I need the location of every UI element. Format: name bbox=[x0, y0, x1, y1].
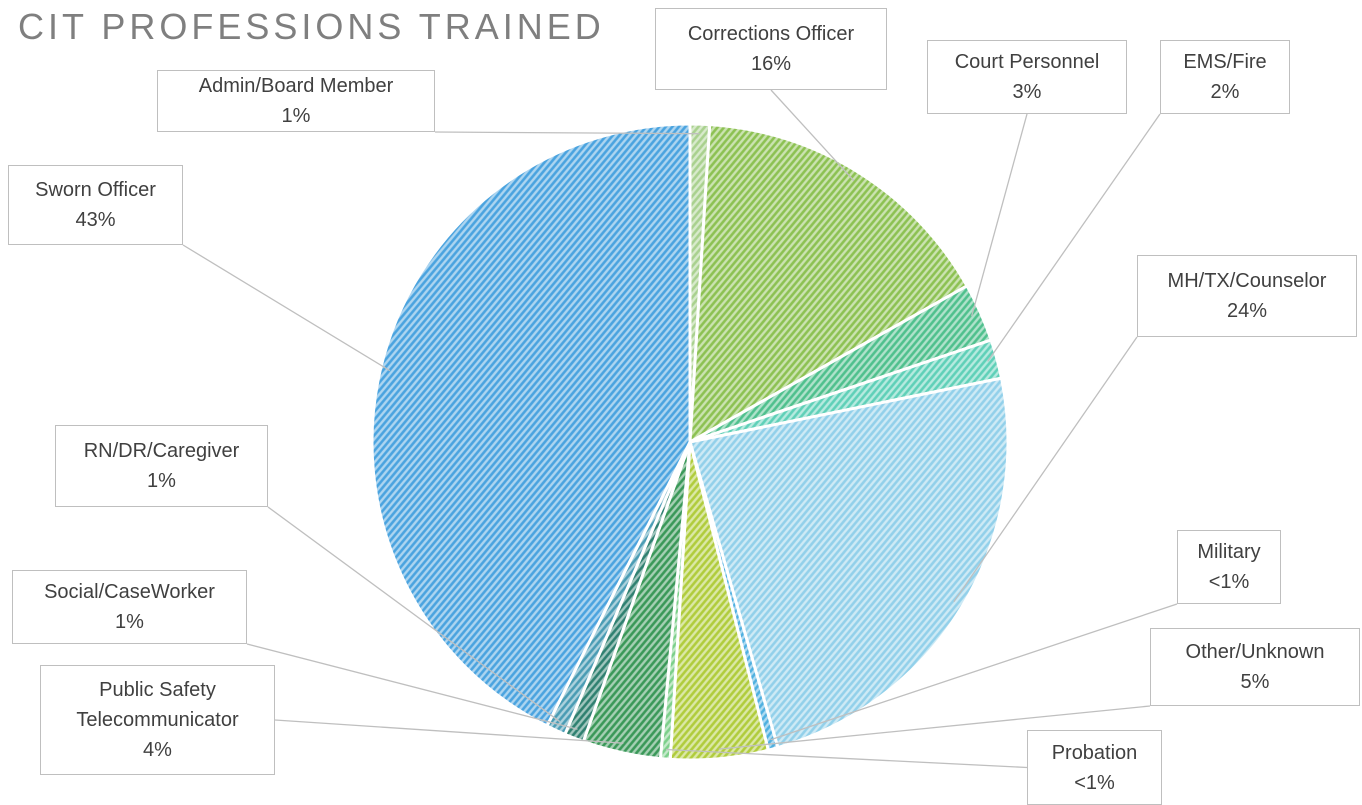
data-label: Military <1% bbox=[1177, 530, 1281, 604]
label-name: Military bbox=[1197, 541, 1261, 563]
label-value: 1% bbox=[281, 105, 311, 127]
leader-line bbox=[434, 131, 700, 135]
data-label: Social/CaseWorker 1% bbox=[12, 570, 247, 644]
label-name: Admin/Board Member bbox=[198, 75, 394, 97]
data-label: Public Safety Telecommunicator 4% bbox=[40, 665, 275, 775]
leader-line bbox=[267, 506, 561, 723]
label-name: Court Personnel bbox=[954, 51, 1100, 73]
data-label: Admin/Board Member 1% bbox=[157, 70, 435, 132]
label-value: <1% bbox=[1074, 771, 1115, 794]
label-value: 3% bbox=[1012, 81, 1042, 103]
data-label: Sworn Officer 43% bbox=[8, 165, 183, 245]
label-name: Probation bbox=[1051, 741, 1138, 764]
data-label: RN/DR/Caregiver 1% bbox=[55, 425, 268, 507]
label-value: 1% bbox=[147, 470, 176, 492]
label-value: <1% bbox=[1208, 571, 1250, 593]
leader-line bbox=[770, 603, 1178, 741]
label-value: 16% bbox=[750, 53, 792, 75]
leader-line bbox=[274, 719, 624, 744]
label-value: 43% bbox=[75, 209, 116, 231]
label-name: Social/CaseWorker bbox=[44, 581, 215, 603]
label-name: MH/TX/Counselor bbox=[1167, 270, 1327, 292]
leader-line bbox=[718, 705, 1151, 750]
data-label: MH/TX/Counselor 24% bbox=[1137, 255, 1357, 337]
leader-line bbox=[770, 89, 855, 182]
data-label: Probation <1% bbox=[1027, 730, 1162, 805]
label-value: 1% bbox=[115, 611, 144, 633]
chart-title: CIT PROFESSIONS TRAINED bbox=[18, 6, 605, 47]
label-value: 5% bbox=[1240, 671, 1270, 693]
leader-line bbox=[666, 748, 1028, 769]
leader-line bbox=[987, 113, 1161, 362]
leader-line bbox=[246, 643, 578, 730]
pie-slice bbox=[370, 122, 692, 729]
label-name: Corrections Officer bbox=[687, 23, 855, 45]
label-name: EMS/Fire bbox=[1183, 51, 1267, 73]
pie-slice bbox=[688, 123, 970, 445]
pie-slice bbox=[688, 376, 1010, 750]
data-label: Corrections Officer 16% bbox=[655, 8, 887, 90]
data-label: EMS/Fire 2% bbox=[1160, 40, 1290, 114]
label-name: Sworn Officer bbox=[35, 179, 156, 201]
leader-line bbox=[971, 113, 1028, 317]
label-value: 24% bbox=[1226, 300, 1268, 322]
label-name: Public Safety Telecommunicator bbox=[76, 679, 239, 731]
label-name: Other/Unknown bbox=[1185, 641, 1325, 663]
data-label: Other/Unknown 5% bbox=[1150, 628, 1360, 706]
data-label: Court Personnel 3% bbox=[927, 40, 1127, 114]
leader-line bbox=[953, 336, 1138, 603]
label-value: 4% bbox=[143, 739, 172, 761]
label-value: 2% bbox=[1210, 81, 1240, 103]
leader-line bbox=[182, 244, 391, 372]
label-name: RN/DR/Caregiver bbox=[83, 440, 240, 462]
